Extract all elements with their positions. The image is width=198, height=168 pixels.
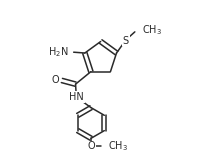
Text: O: O: [87, 141, 95, 151]
Text: CH$_3$: CH$_3$: [142, 23, 162, 37]
Text: O: O: [52, 75, 59, 85]
Text: S: S: [123, 35, 129, 46]
Text: CH$_3$: CH$_3$: [108, 139, 128, 153]
Text: HN: HN: [69, 92, 84, 102]
Text: H$_2$N: H$_2$N: [48, 45, 68, 59]
